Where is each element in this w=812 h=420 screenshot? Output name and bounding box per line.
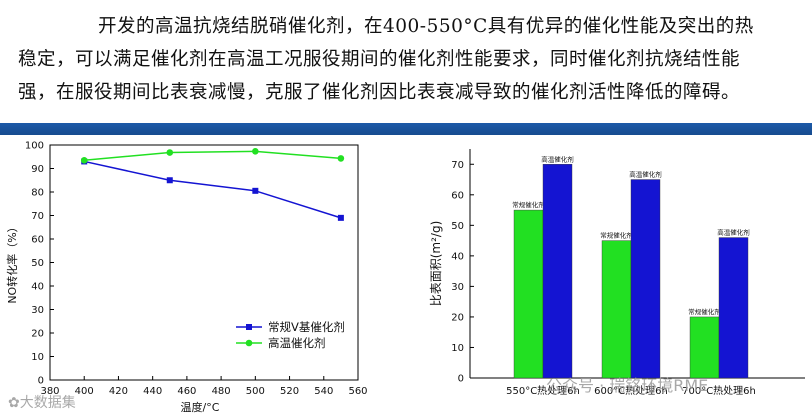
bar — [513, 209, 544, 379]
paragraph-line-3: 强，在服役期间比表衰减慢，克服了催化剂因比表衰减导致的催化剂活性降低的障碍。 — [18, 82, 741, 103]
data-point — [337, 214, 344, 221]
y-tick-label: 40 — [451, 251, 464, 262]
bar — [601, 240, 632, 379]
legend-label: 高温催化剂 — [268, 336, 326, 350]
y-tick-label: 50 — [31, 258, 44, 269]
y-tick-label: 10 — [31, 352, 44, 363]
y-tick-label: 60 — [451, 190, 464, 201]
watermark-left: ✿大数据集 — [8, 395, 76, 411]
bar — [689, 316, 720, 379]
x-tick-label: 540 — [314, 386, 333, 397]
bar-label: 高温催化剂 — [629, 170, 662, 179]
x-tick-label: 400 — [75, 386, 94, 397]
x-tick-label: 560 — [348, 386, 367, 397]
x-axis-label: 温度/°C — [181, 400, 220, 414]
y-tick-label: 80 — [31, 188, 44, 199]
paragraph-line-1: 开发的高温抗烧结脱硝催化剂，在400-550°C具有优异的催化性能及突出的热 — [98, 16, 754, 37]
bar-label: 高温催化剂 — [717, 228, 750, 237]
paragraph-line-2: 稳定，可以满足催化剂在高温工况服役期间的催化剂性能要求，同时催化剂抗烧结性能 — [18, 49, 741, 70]
y-tick-label: 50 — [451, 221, 464, 232]
y-tick-label: 0 — [38, 376, 44, 387]
bar — [630, 179, 661, 379]
y-tick-label: 30 — [31, 305, 44, 316]
bar-label: 常规催化剂 — [600, 231, 633, 240]
x-tick-label: 600°C热处理6h — [594, 384, 668, 397]
legend-marker — [245, 339, 253, 347]
y-tick-label: 60 — [31, 235, 44, 246]
line-chart: 0 10 20 30 40 50 60 70 80 90 100 380 400 420 440 460 480… — [5, 141, 368, 415]
bar — [542, 164, 573, 379]
data-point — [337, 155, 345, 162]
legend-label: 常规V基催化剂 — [268, 320, 345, 334]
bar-label: 常规催化剂 — [512, 200, 545, 209]
x-tick-label: 380 — [40, 386, 59, 397]
data-point — [252, 187, 259, 194]
y-tick-label: 70 — [31, 211, 44, 222]
data-point — [166, 177, 173, 184]
x-tick-label: 550°C热处理6h — [506, 384, 580, 397]
y-axis-label: NO转化率（%） — [5, 221, 19, 303]
series-line-1 — [84, 160, 342, 219]
bar-label: 高温催化剂 — [541, 154, 574, 163]
intro-paragraph: 开发的高温抗烧结脱硝催化剂，在400-550°C具有优异的催化性能及突出的热 稳… — [18, 10, 798, 109]
x-tick-label: 420 — [109, 386, 128, 397]
x-tick-label: 520 — [280, 386, 299, 397]
bar-label: 常规催化剂 — [688, 307, 721, 316]
y-tick-label: 20 — [451, 312, 464, 323]
y-tick-label: 20 — [31, 329, 44, 340]
bar-chart: 010203040506070比表面积(m²/g)常规催化剂高温催化剂550°C… — [429, 149, 805, 397]
x-tick-label: 460 — [177, 386, 196, 397]
data-point — [166, 149, 174, 156]
x-tick-label: 700°C热处理6h — [682, 384, 756, 397]
y-tick-label: 90 — [31, 164, 44, 175]
x-tick-label: 500 — [246, 386, 265, 397]
line-chart-panel: 0 10 20 30 40 50 60 70 80 90 100 380 400 420 440 460 480… — [0, 135, 390, 416]
bar — [718, 237, 749, 379]
y-tick-label: 30 — [451, 282, 464, 293]
y-tick-label: 70 — [451, 160, 464, 171]
series-line-2 — [84, 150, 341, 162]
y-axis-label: 比表面积(m²/g) — [429, 221, 443, 307]
bar-chart-panel: 0 10 20 30 40 50 60 70 比表面积(m²/g) 常规催化剂 高温催化剂 550°C… — [400, 135, 812, 416]
y-tick-label: 0 — [458, 374, 464, 385]
data-point — [80, 156, 88, 164]
legend-marker — [246, 324, 252, 330]
x-tick-label: 440 — [143, 386, 162, 397]
y-tick-label: 40 — [31, 282, 44, 293]
x-tick-label: 480 — [212, 386, 231, 397]
y-tick-label: 10 — [451, 343, 464, 354]
divider-band — [0, 123, 812, 135]
watermark-right: 公众号 · 瑞铭环境RME — [546, 376, 709, 395]
data-point — [252, 148, 259, 155]
y-tick-label: 100 — [25, 141, 44, 152]
